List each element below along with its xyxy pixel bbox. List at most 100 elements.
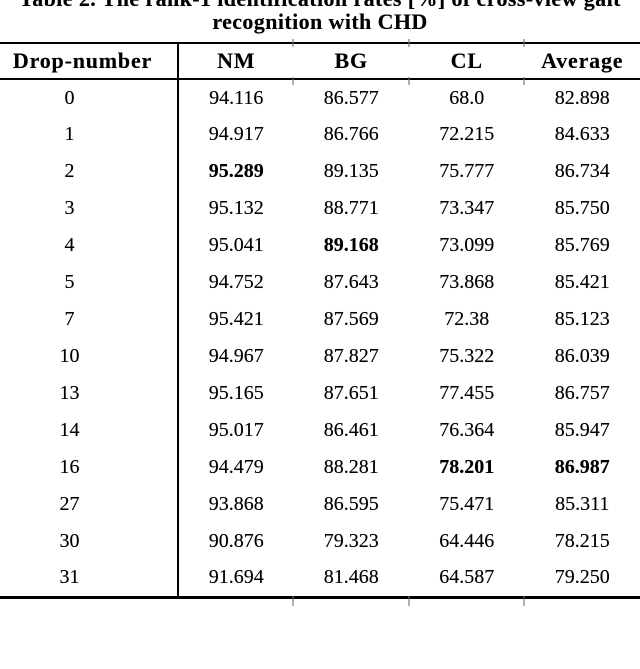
value-cell: 88.281 (323, 456, 379, 478)
results-table: Drop-number NM BG CL Average 0 94.116 86.5… (0, 42, 640, 599)
value-cell: 75.471 (439, 493, 495, 515)
value-cell: 85.769 (554, 234, 610, 256)
value-cell: 95.041 (208, 234, 264, 256)
value-cell: 94.752 (208, 271, 264, 293)
column-separator-artifact (408, 77, 410, 85)
column-header-cl: CL (409, 43, 525, 80)
drop-number-cell: 2 (0, 153, 179, 190)
drop-number-cell: 1 (0, 116, 179, 153)
table-caption-line2: recognition with CHD (212, 9, 428, 34)
value-cell: 86.734 (554, 160, 610, 182)
drop-number-cell: 13 (0, 375, 179, 412)
value-cell: 75.777 (439, 160, 495, 182)
results-table-container: Drop-number NM BG CL Average 0 94.116 86.5… (0, 39, 640, 606)
value-cell: 85.311 (555, 493, 610, 515)
value-cell: 73.099 (439, 234, 495, 256)
value-cell: 86.039 (554, 345, 610, 367)
column-header-drop-number: Drop-number (0, 43, 179, 80)
column-separator-artifact (292, 39, 294, 47)
table-row: 14 95.017 86.461 76.364 85.947 (0, 412, 640, 449)
value-cell: 85.947 (554, 419, 610, 441)
value-cell: 95.017 (208, 419, 264, 441)
table-header-row: Drop-number NM BG CL Average (0, 43, 640, 80)
value-cell: 91.694 (208, 566, 264, 589)
value-cell: 75.322 (439, 345, 495, 367)
table-caption-line1: Table 2. The rank-1 identification rates… (0, 0, 640, 12)
column-separator-artifact (292, 596, 294, 606)
value-cell: 64.587 (439, 566, 495, 589)
value-cell: 94.967 (208, 345, 264, 367)
value-cell: 89.135 (323, 160, 379, 182)
value-cell: 73.868 (439, 271, 495, 293)
value-cell: 78.201 (439, 456, 495, 478)
value-cell: 89.168 (323, 234, 379, 256)
table-row: 10 94.967 87.827 75.322 86.039 (0, 338, 640, 375)
value-cell: 95.289 (208, 160, 264, 182)
value-cell: 81.468 (323, 566, 379, 589)
value-cell: 86.595 (323, 493, 379, 515)
table-row: 1 94.917 86.766 72.215 84.633 (0, 116, 640, 153)
value-cell: 85.750 (554, 197, 610, 219)
table-row: 16 94.479 88.281 78.201 86.987 (0, 449, 640, 486)
value-cell: 77.455 (439, 382, 495, 404)
table-row: 3 95.132 88.771 73.347 85.750 (0, 190, 640, 227)
value-cell: 93.868 (208, 493, 264, 515)
column-separator-artifact (408, 596, 410, 606)
value-cell: 64.446 (439, 530, 495, 552)
drop-number-cell: 27 (0, 486, 179, 523)
value-cell: 76.364 (439, 419, 495, 441)
table-row: 5 94.752 87.643 73.868 85.421 (0, 264, 640, 301)
drop-number-cell: 3 (0, 190, 179, 227)
table-row: 4 95.041 89.168 73.099 85.769 (0, 227, 640, 264)
drop-number-cell: 31 (0, 560, 179, 597)
column-separator-artifact (523, 596, 525, 606)
drop-number-cell: 4 (0, 227, 179, 264)
table-row: 27 93.868 86.595 75.471 85.311 (0, 486, 640, 523)
value-cell: 86.987 (554, 456, 610, 478)
value-cell: 87.643 (323, 271, 379, 293)
value-cell: 94.116 (209, 86, 264, 109)
value-cell: 85.123 (554, 308, 610, 330)
drop-number-cell: 16 (0, 449, 179, 486)
value-cell: 94.479 (208, 456, 264, 478)
value-cell: 87.651 (323, 382, 379, 404)
table-row: 31 91.694 81.468 64.587 79.250 (0, 560, 640, 597)
drop-number-cell: 14 (0, 412, 179, 449)
value-cell: 86.757 (554, 382, 610, 404)
section-heading: 4.3 Application on Cross-View Gait Recog… (8, 600, 489, 669)
value-cell: 72.38 (444, 308, 490, 330)
table-row: 13 95.165 87.651 77.455 86.757 (0, 375, 640, 412)
value-cell: 87.827 (323, 345, 379, 367)
value-cell: 87.569 (323, 308, 379, 330)
drop-number-cell: 30 (0, 523, 179, 560)
value-cell: 94.917 (208, 123, 264, 145)
section-heading-line1: 4.3 Application on Cross-View Gait (8, 668, 489, 669)
column-separator-artifact (292, 77, 294, 85)
drop-number-cell: 5 (0, 264, 179, 301)
value-cell: 72.215 (439, 123, 495, 145)
value-cell: 86.577 (323, 86, 379, 109)
value-cell: 82.898 (554, 86, 610, 109)
value-cell: 88.771 (323, 197, 379, 219)
drop-number-cell: 10 (0, 338, 179, 375)
value-cell: 95.165 (208, 382, 264, 404)
value-cell: 85.421 (554, 271, 610, 293)
value-cell: 95.421 (208, 308, 264, 330)
table-row: 7 95.421 87.569 72.38 85.123 (0, 301, 640, 338)
value-cell: 78.215 (554, 530, 610, 552)
column-separator-artifact (523, 77, 525, 85)
value-cell: 84.633 (554, 123, 610, 145)
table-row: 0 94.116 86.577 68.0 82.898 (0, 79, 640, 116)
value-cell: 79.323 (323, 530, 379, 552)
column-separator-artifact (408, 39, 410, 47)
value-cell: 73.347 (439, 197, 495, 219)
value-cell: 95.132 (208, 197, 264, 219)
column-header-average: Average (524, 43, 640, 80)
table-row: 30 90.876 79.323 64.446 78.215 (0, 523, 640, 560)
column-separator-artifact (523, 39, 525, 47)
column-header-bg: BG (293, 43, 409, 80)
results-table-body: 0 94.116 86.577 68.0 82.898 1 94.917 86.766 72.2… (0, 79, 640, 597)
value-cell: 86.461 (323, 419, 379, 441)
table-row: 2 95.289 89.135 75.777 86.734 (0, 153, 640, 190)
value-cell: 79.250 (554, 566, 610, 589)
